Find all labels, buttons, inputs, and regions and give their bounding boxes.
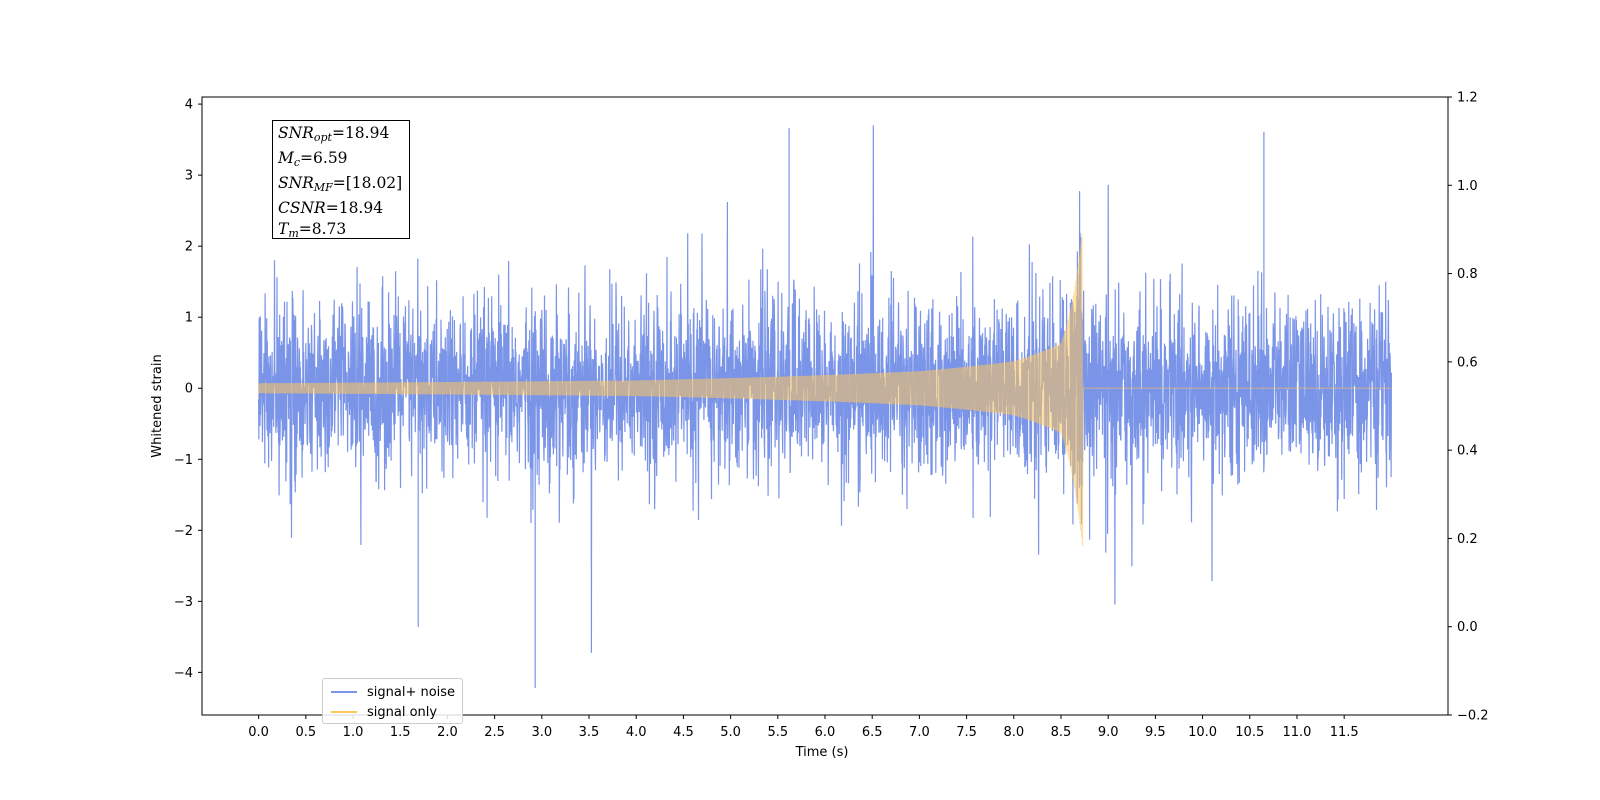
y2-tick-label: 0.8 xyxy=(1457,267,1478,282)
x-tick-label: 5.5 xyxy=(767,725,788,740)
x-tick-label: 3.5 xyxy=(579,725,600,740)
tm-line: Tm=8.73 xyxy=(278,219,404,244)
csnr-value: =18.94 xyxy=(325,199,384,217)
x-tick-label: 1.0 xyxy=(343,725,364,740)
snr-opt-value: =18.94 xyxy=(331,124,390,142)
t-symbol: T xyxy=(278,220,289,238)
x-tick-label: 9.0 xyxy=(1098,725,1119,740)
x-tick-label: 11.0 xyxy=(1282,725,1311,740)
y2-tick-label: −0.2 xyxy=(1457,709,1489,724)
x-tick-label: 0.0 xyxy=(248,725,269,740)
x-tick-label: 4.5 xyxy=(673,725,694,740)
x-tick-label: 5.0 xyxy=(720,725,741,740)
mc-value: =6.59 xyxy=(300,149,348,167)
legend-item-signal: signal only xyxy=(331,703,437,721)
series-signal-line xyxy=(258,234,1392,547)
m-subscript: m xyxy=(288,227,299,240)
x-tick-label: 10.5 xyxy=(1235,725,1264,740)
y-tick-label: 1 xyxy=(185,311,193,326)
y-tick-label: −4 xyxy=(174,666,193,681)
m-symbol: M xyxy=(278,149,294,167)
legend-label-signal: signal only xyxy=(367,704,438,720)
x-axis-label: Time (s) xyxy=(795,745,849,760)
x-tick-label: 2.0 xyxy=(437,725,458,740)
x-tick-label: 6.0 xyxy=(815,725,836,740)
y2-tick-label: 0.4 xyxy=(1457,444,1478,459)
x-tick-label: 7.0 xyxy=(909,725,930,740)
c-subscript: c xyxy=(293,156,301,169)
y2-tick-label: 1.2 xyxy=(1457,91,1478,106)
y-tick-label: 3 xyxy=(185,169,193,184)
snr-symbol: SNR xyxy=(278,174,314,192)
x-tick-label: 6.5 xyxy=(862,725,883,740)
x-axis: 0.0 0.5 1.0 1.5 2.0 2.5 3.0 3.5 4.0 4.5 5.0 5.5 6.0 6… xyxy=(248,715,1359,740)
csnr-line: CSNR=18.94 xyxy=(278,198,404,219)
legend-swatch-signal xyxy=(331,711,357,713)
x-tick-label: 8.5 xyxy=(1051,725,1072,740)
x-tick-label: 1.5 xyxy=(390,725,411,740)
y2-tick-label: 1.0 xyxy=(1457,179,1478,194)
y-tick-label: 2 xyxy=(185,240,193,255)
x-tick-label: 10.0 xyxy=(1188,725,1217,740)
y-tick-label: 0 xyxy=(185,382,193,397)
csnr-symbol: CSNR xyxy=(278,199,326,217)
x-tick-label: 11.5 xyxy=(1330,725,1359,740)
snr-mf-line: SNRMF=[18.02] xyxy=(278,173,404,198)
stats-annotation-box: SNRopt=18.94 Mc=6.59 SNRMF=[18.02] CSNR=… xyxy=(272,120,410,240)
y2-tick-label: 0.2 xyxy=(1457,532,1478,547)
x-tick-label: 8.0 xyxy=(1003,725,1024,740)
y-axis-left: 4 3 2 1 0 −1 −2 −3 −4 xyxy=(174,98,202,681)
y-axis-right: 1.2 1.0 0.8 0.6 0.4 0.2 0.0 −0.2 xyxy=(1448,91,1489,724)
mc-line: Mc=6.59 xyxy=(278,148,404,173)
legend-swatch-noise xyxy=(331,691,357,693)
tm-value: =8.73 xyxy=(298,220,347,238)
legend-label-noise: signal+ noise xyxy=(367,684,456,700)
snr-symbol: SNR xyxy=(278,124,314,142)
x-tick-label: 3.0 xyxy=(531,725,552,740)
x-tick-label: 7.5 xyxy=(956,725,977,740)
opt-subscript: opt xyxy=(313,131,332,144)
y-tick-label: −1 xyxy=(174,453,193,468)
x-tick-label: 2.5 xyxy=(484,725,505,740)
x-tick-label: 4.0 xyxy=(626,725,647,740)
plot-layer xyxy=(258,125,1392,688)
y2-tick-label: 0.0 xyxy=(1457,620,1478,635)
x-tick-label: 9.5 xyxy=(1145,725,1166,740)
mf-subscript: MF xyxy=(313,181,333,194)
y-tick-label: −2 xyxy=(174,524,193,539)
series-noise-line xyxy=(258,125,1392,688)
legend: signal+ noise signal only xyxy=(322,678,463,724)
y2-tick-label: 0.6 xyxy=(1457,355,1478,370)
snr-mf-value: =[18.02] xyxy=(332,174,403,192)
y-tick-label: 4 xyxy=(185,98,193,113)
snr-opt-line: SNRopt=18.94 xyxy=(278,123,404,148)
y-axis-label: Whitened strain xyxy=(150,354,165,457)
legend-item-noise: signal+ noise xyxy=(331,683,455,701)
y-tick-label: −3 xyxy=(174,595,193,610)
x-tick-label: 0.5 xyxy=(295,725,316,740)
